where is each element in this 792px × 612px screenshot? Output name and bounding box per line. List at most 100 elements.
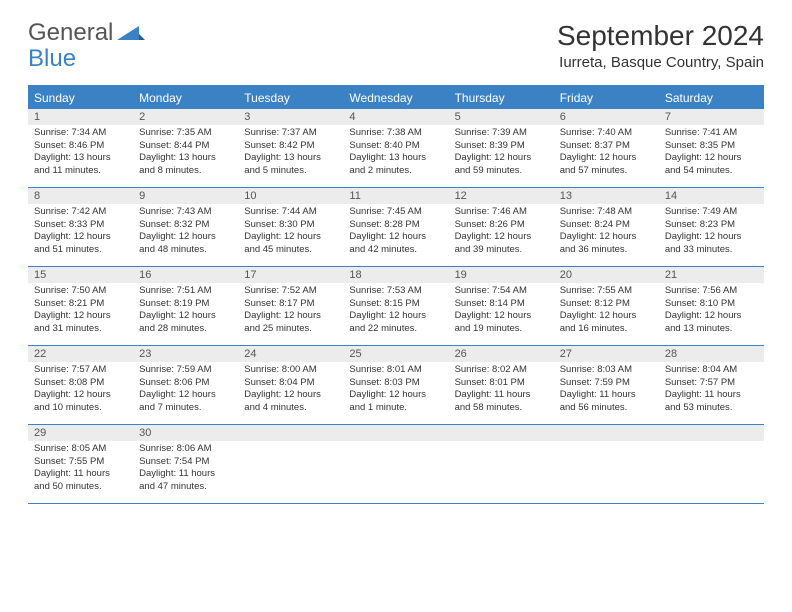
- day-body: Sunrise: 7:40 AMSunset: 8:37 PMDaylight:…: [554, 125, 659, 182]
- dow-cell: Sunday: [28, 87, 133, 109]
- day-number: 23: [133, 346, 238, 362]
- day-body: Sunrise: 7:44 AMSunset: 8:30 PMDaylight:…: [238, 204, 343, 261]
- day-number: [554, 425, 659, 441]
- week-row: 15Sunrise: 7:50 AMSunset: 8:21 PMDayligh…: [28, 267, 764, 346]
- day-number: 24: [238, 346, 343, 362]
- day-number: 12: [449, 188, 554, 204]
- day-number: [449, 425, 554, 441]
- day-body: Sunrise: 7:49 AMSunset: 8:23 PMDaylight:…: [659, 204, 764, 261]
- day-body: Sunrise: 7:35 AMSunset: 8:44 PMDaylight:…: [133, 125, 238, 182]
- day-body: Sunrise: 7:46 AMSunset: 8:26 PMDaylight:…: [449, 204, 554, 261]
- day-cell: 7Sunrise: 7:41 AMSunset: 8:35 PMDaylight…: [659, 109, 764, 187]
- day-cell: 30Sunrise: 8:06 AMSunset: 7:54 PMDayligh…: [133, 425, 238, 503]
- day-cell: 26Sunrise: 8:02 AMSunset: 8:01 PMDayligh…: [449, 346, 554, 424]
- day-cell: 8Sunrise: 7:42 AMSunset: 8:33 PMDaylight…: [28, 188, 133, 266]
- day-body: Sunrise: 7:48 AMSunset: 8:24 PMDaylight:…: [554, 204, 659, 261]
- day-body: Sunrise: 7:39 AMSunset: 8:39 PMDaylight:…: [449, 125, 554, 182]
- logo-word-blue: Blue: [28, 45, 76, 72]
- day-number: 10: [238, 188, 343, 204]
- day-number: 8: [28, 188, 133, 204]
- week-row: 22Sunrise: 7:57 AMSunset: 8:08 PMDayligh…: [28, 346, 764, 425]
- day-body: Sunrise: 7:56 AMSunset: 8:10 PMDaylight:…: [659, 283, 764, 340]
- day-cell: 17Sunrise: 7:52 AMSunset: 8:17 PMDayligh…: [238, 267, 343, 345]
- week-row: 8Sunrise: 7:42 AMSunset: 8:33 PMDaylight…: [28, 188, 764, 267]
- day-number: 7: [659, 109, 764, 125]
- day-body: Sunrise: 7:54 AMSunset: 8:14 PMDaylight:…: [449, 283, 554, 340]
- day-cell: 5Sunrise: 7:39 AMSunset: 8:39 PMDaylight…: [449, 109, 554, 187]
- day-number: 26: [449, 346, 554, 362]
- day-cell: 28Sunrise: 8:04 AMSunset: 7:57 PMDayligh…: [659, 346, 764, 424]
- day-cell: 20Sunrise: 7:55 AMSunset: 8:12 PMDayligh…: [554, 267, 659, 345]
- day-body: Sunrise: 7:42 AMSunset: 8:33 PMDaylight:…: [28, 204, 133, 261]
- dow-cell: Wednesday: [343, 87, 448, 109]
- day-number: 29: [28, 425, 133, 441]
- day-cell: 3Sunrise: 7:37 AMSunset: 8:42 PMDaylight…: [238, 109, 343, 187]
- day-body: Sunrise: 8:06 AMSunset: 7:54 PMDaylight:…: [133, 441, 238, 498]
- day-number: 16: [133, 267, 238, 283]
- day-number: 2: [133, 109, 238, 125]
- week-row: 1Sunrise: 7:34 AMSunset: 8:46 PMDaylight…: [28, 109, 764, 188]
- day-body: Sunrise: 7:38 AMSunset: 8:40 PMDaylight:…: [343, 125, 448, 182]
- title-block: September 2024 Iurreta, Basque Country, …: [557, 20, 764, 71]
- dow-cell: Monday: [133, 87, 238, 109]
- day-cell: 10Sunrise: 7:44 AMSunset: 8:30 PMDayligh…: [238, 188, 343, 266]
- day-body: Sunrise: 8:05 AMSunset: 7:55 PMDaylight:…: [28, 441, 133, 498]
- day-cell: [659, 425, 764, 503]
- day-body: Sunrise: 8:01 AMSunset: 8:03 PMDaylight:…: [343, 362, 448, 419]
- day-cell: 6Sunrise: 7:40 AMSunset: 8:37 PMDaylight…: [554, 109, 659, 187]
- day-cell: 1Sunrise: 7:34 AMSunset: 8:46 PMDaylight…: [28, 109, 133, 187]
- day-body: Sunrise: 8:03 AMSunset: 7:59 PMDaylight:…: [554, 362, 659, 419]
- logo-text: General Blue: [28, 20, 113, 73]
- day-cell: 14Sunrise: 7:49 AMSunset: 8:23 PMDayligh…: [659, 188, 764, 266]
- day-number: 6: [554, 109, 659, 125]
- day-body: Sunrise: 7:34 AMSunset: 8:46 PMDaylight:…: [28, 125, 133, 182]
- day-body: Sunrise: 7:51 AMSunset: 8:19 PMDaylight:…: [133, 283, 238, 340]
- day-cell: 24Sunrise: 8:00 AMSunset: 8:04 PMDayligh…: [238, 346, 343, 424]
- day-number: 18: [343, 267, 448, 283]
- day-number: 19: [449, 267, 554, 283]
- day-number: 25: [343, 346, 448, 362]
- day-cell: 13Sunrise: 7:48 AMSunset: 8:24 PMDayligh…: [554, 188, 659, 266]
- day-number: [343, 425, 448, 441]
- day-cell: [238, 425, 343, 503]
- day-number: 20: [554, 267, 659, 283]
- day-cell: 22Sunrise: 7:57 AMSunset: 8:08 PMDayligh…: [28, 346, 133, 424]
- day-number: 13: [554, 188, 659, 204]
- day-cell: [449, 425, 554, 503]
- day-cell: 15Sunrise: 7:50 AMSunset: 8:21 PMDayligh…: [28, 267, 133, 345]
- day-body: Sunrise: 8:00 AMSunset: 8:04 PMDaylight:…: [238, 362, 343, 419]
- day-body: Sunrise: 7:45 AMSunset: 8:28 PMDaylight:…: [343, 204, 448, 261]
- dow-cell: Friday: [554, 87, 659, 109]
- day-number: 17: [238, 267, 343, 283]
- day-number: 1: [28, 109, 133, 125]
- day-number: 11: [343, 188, 448, 204]
- header: General Blue September 2024 Iurreta, Bas…: [28, 20, 764, 73]
- day-body: Sunrise: 7:53 AMSunset: 8:15 PMDaylight:…: [343, 283, 448, 340]
- day-body: Sunrise: 7:52 AMSunset: 8:17 PMDaylight:…: [238, 283, 343, 340]
- dow-cell: Thursday: [449, 87, 554, 109]
- day-number: 15: [28, 267, 133, 283]
- day-cell: 9Sunrise: 7:43 AMSunset: 8:32 PMDaylight…: [133, 188, 238, 266]
- dow-cell: Tuesday: [238, 87, 343, 109]
- day-body: Sunrise: 7:57 AMSunset: 8:08 PMDaylight:…: [28, 362, 133, 419]
- day-number: 22: [28, 346, 133, 362]
- day-number: 4: [343, 109, 448, 125]
- day-cell: 12Sunrise: 7:46 AMSunset: 8:26 PMDayligh…: [449, 188, 554, 266]
- day-body: Sunrise: 7:37 AMSunset: 8:42 PMDaylight:…: [238, 125, 343, 182]
- dow-cell: Saturday: [659, 87, 764, 109]
- day-cell: 29Sunrise: 8:05 AMSunset: 7:55 PMDayligh…: [28, 425, 133, 503]
- day-body: Sunrise: 7:41 AMSunset: 8:35 PMDaylight:…: [659, 125, 764, 182]
- location-label: Iurreta, Basque Country, Spain: [557, 54, 764, 71]
- day-cell: 23Sunrise: 7:59 AMSunset: 8:06 PMDayligh…: [133, 346, 238, 424]
- day-cell: 27Sunrise: 8:03 AMSunset: 7:59 PMDayligh…: [554, 346, 659, 424]
- day-number: 9: [133, 188, 238, 204]
- logo: General Blue: [28, 20, 145, 73]
- logo-triangle-icon: [117, 24, 145, 44]
- day-cell: 21Sunrise: 7:56 AMSunset: 8:10 PMDayligh…: [659, 267, 764, 345]
- calendar: SundayMondayTuesdayWednesdayThursdayFrid…: [28, 85, 764, 504]
- day-number: 30: [133, 425, 238, 441]
- day-body: Sunrise: 7:43 AMSunset: 8:32 PMDaylight:…: [133, 204, 238, 261]
- day-number: 21: [659, 267, 764, 283]
- day-cell: [343, 425, 448, 503]
- day-number: 3: [238, 109, 343, 125]
